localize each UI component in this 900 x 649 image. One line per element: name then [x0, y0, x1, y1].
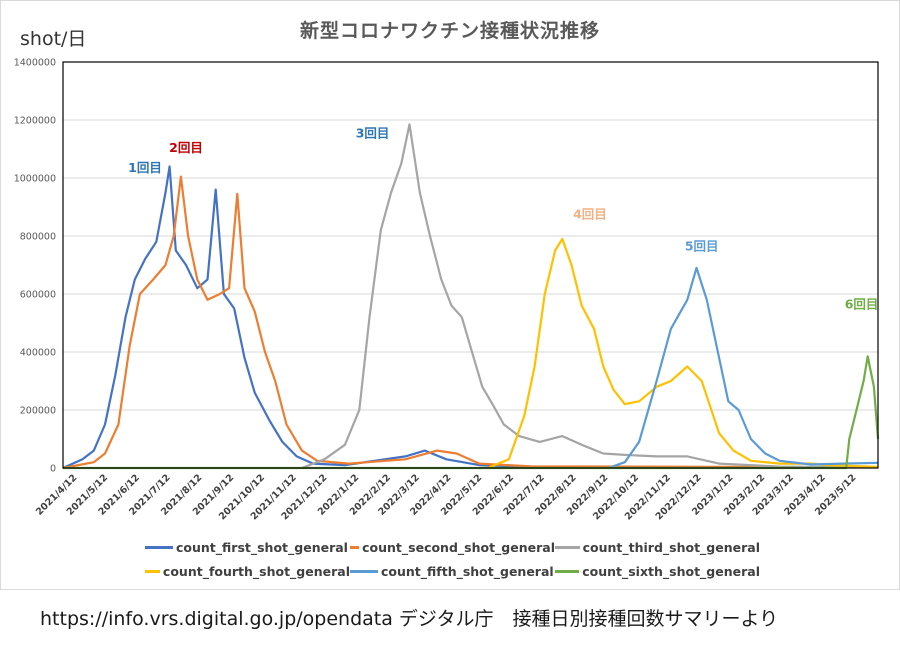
- legend-item: count_first_shot_general: [145, 540, 350, 555]
- annotations: 1回目 2回目 3回目 4回目 5回目 6回目: [128, 125, 878, 311]
- series-annotation: 5回目: [685, 239, 719, 254]
- y-tick-label: 800000: [20, 232, 56, 243]
- series-line-count_second_shot_general: [62, 175, 879, 470]
- series-annotation: 4回目: [573, 207, 607, 222]
- plot-border: [62, 61, 879, 469]
- series-lines: [62, 123, 880, 470]
- legend-swatch: [145, 569, 160, 573]
- series-line-count_third_shot_general: [301, 123, 879, 470]
- plot-svg: 0 200000 400000 600000 800000 1000000 1200000 1…: [14, 58, 880, 522]
- legend-swatch: [350, 545, 360, 549]
- chart-title: 新型コロナワクチン接種状況推移: [299, 20, 600, 42]
- series-annotation: 1回目: [128, 160, 162, 175]
- y-tick-label: 1400000: [14, 58, 56, 69]
- series-annotation: 3回目: [356, 125, 390, 140]
- legend-row: count_fourth_shot_general count_fifth_sho…: [145, 559, 765, 583]
- series-annotation: 6回目: [845, 297, 879, 312]
- legend-item: count_fourth_shot_general: [145, 564, 350, 579]
- y-tick-label: 1000000: [14, 174, 56, 185]
- legend-label: count_fourth_shot_general: [162, 563, 350, 579]
- chart-area: [0, 0, 900, 590]
- legend-label: count_second_shot_general: [362, 539, 555, 555]
- legend-swatch: [555, 545, 580, 549]
- y-tick-label: 400000: [20, 348, 56, 359]
- y-tick-label: 0: [50, 464, 56, 475]
- legend-item: count_sixth_shot_general: [555, 564, 760, 579]
- series-line-count_fourth_shot_general: [486, 237, 879, 470]
- legend: count_first_shot_general count_second_sho…: [145, 535, 765, 583]
- y-tick-labels: 0 200000 400000 600000 800000 1000000 1200000 1…: [14, 58, 56, 475]
- legend-swatch: [350, 569, 378, 573]
- source-footer: https://info.vrs.digital.go.jp/opendata …: [40, 608, 779, 630]
- legend-item: count_second_shot_general: [350, 540, 555, 555]
- series-annotation: 2回目: [169, 140, 203, 155]
- y-tick-label: 1200000: [14, 116, 56, 127]
- y-tick-label: 600000: [20, 290, 56, 301]
- legend-label: count_sixth_shot_general: [582, 563, 760, 579]
- legend-swatch: [145, 545, 173, 549]
- x-tick-labels: 2021/4/122021/5/122021/6/122021/7/122021…: [34, 472, 859, 522]
- legend-label: count_third_shot_general: [582, 539, 760, 555]
- series-line-count_first_shot_general: [62, 165, 879, 470]
- legend-label: count_first_shot_general: [176, 539, 348, 555]
- legend-row: count_first_shot_general count_second_sho…: [145, 535, 765, 559]
- y-axis-unit-label: shot/日: [20, 28, 87, 50]
- legend-item: count_third_shot_general: [555, 540, 760, 555]
- legend-item: count_fifth_shot_general: [350, 564, 555, 579]
- series-line-count_fifth_shot_general: [608, 266, 879, 470]
- legend-label: count_fifth_shot_general: [381, 563, 554, 579]
- y-tick-label: 200000: [20, 406, 56, 417]
- legend-swatch: [555, 569, 580, 573]
- series-line-count_sixth_shot_general: [63, 355, 880, 470]
